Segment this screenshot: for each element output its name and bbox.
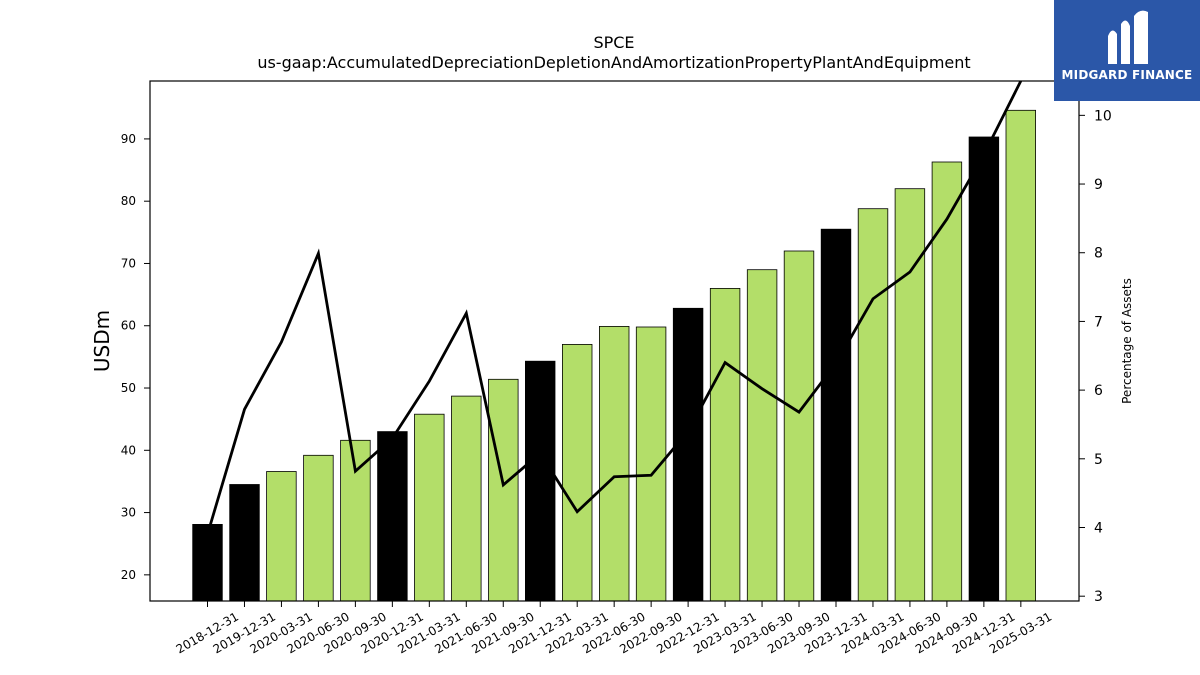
- bar: [377, 431, 408, 602]
- bar: [783, 250, 815, 602]
- brand-name: MIDGARD FINANCE: [1061, 68, 1193, 82]
- y-tick-label: 20: [121, 568, 136, 582]
- bar: [709, 287, 741, 602]
- bar: [303, 454, 334, 602]
- series-line: [206, 81, 1023, 535]
- chart-subtitle: us-gaap:AccumulatedDepreciationDepletion…: [257, 53, 970, 72]
- y-axis-label: USDm: [90, 310, 114, 372]
- brand-logo-icon: [1108, 10, 1148, 65]
- chart-title: SPCE: [593, 33, 634, 52]
- bar: [229, 484, 260, 602]
- left-axis: 20 30 40 50 60 70 80 90: [121, 132, 150, 582]
- bar: [266, 471, 297, 602]
- bar: [931, 161, 963, 602]
- bar: [599, 325, 630, 602]
- y2-tick-label: 8: [1094, 246, 1103, 262]
- y-tick-label: 40: [121, 443, 136, 457]
- y2-tick-label: 7: [1094, 314, 1103, 330]
- y2-tick-label: 9: [1094, 177, 1103, 193]
- bar: [414, 413, 445, 602]
- y-tick-label: 90: [121, 132, 136, 146]
- bar: [746, 269, 778, 602]
- bar: [894, 188, 926, 602]
- bar: [1005, 109, 1037, 602]
- line-group: [206, 81, 1023, 535]
- y-tick-label: 70: [121, 256, 136, 270]
- bar: [192, 524, 223, 602]
- y-tick-label: 80: [121, 194, 136, 208]
- bars-group: [192, 109, 1037, 602]
- bar: [968, 136, 1000, 602]
- bar: [562, 343, 593, 602]
- bar: [857, 208, 889, 602]
- bar: [820, 228, 852, 602]
- bar: [488, 378, 519, 602]
- x-axis: 2018-12-312019-12-312020-03-312020-06-30…: [174, 601, 1054, 656]
- y-tick-label: 50: [121, 381, 136, 395]
- right-axis: 3 4 5 6 7 8 9 10: [1079, 108, 1112, 605]
- y-tick-label: 30: [121, 506, 136, 520]
- bar: [451, 395, 482, 602]
- y2-tick-label: 10: [1094, 108, 1112, 124]
- y2-tick-label: 6: [1094, 383, 1103, 399]
- bar: [525, 360, 556, 602]
- y2-tick-label: 3: [1094, 589, 1103, 605]
- y-tick-label: 60: [121, 319, 136, 333]
- bar: [672, 307, 704, 602]
- y2-tick-label: 4: [1094, 520, 1103, 536]
- y2-tick-label: 5: [1094, 452, 1103, 468]
- brand-logo: MIDGARD FINANCE: [1054, 0, 1200, 101]
- y2-axis-label: Percentage of Assets: [1120, 278, 1134, 404]
